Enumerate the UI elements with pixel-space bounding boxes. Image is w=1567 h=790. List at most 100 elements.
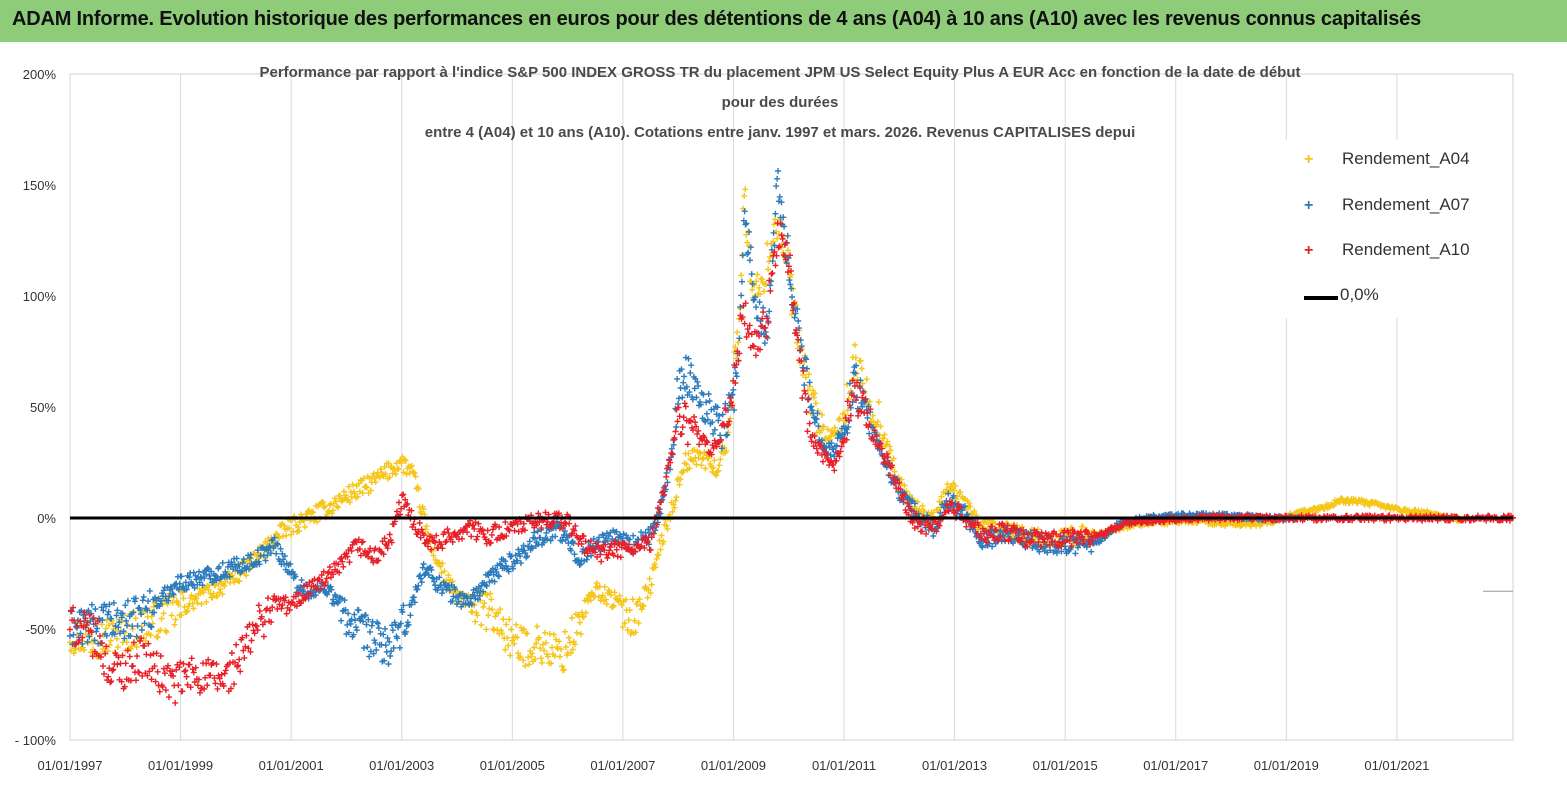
data-point [655,552,662,559]
data-point [729,391,736,398]
data-point [487,569,494,576]
data-point [813,445,820,452]
data-point [1075,544,1081,551]
x-tick-label: 01/01/2013 [922,758,987,773]
data-point [803,409,810,415]
data-point [745,330,752,337]
data-point [119,652,126,659]
data-point [544,518,551,525]
data-point [321,582,328,589]
data-point [414,586,421,593]
data-point [403,471,410,478]
data-point [685,450,692,457]
data-point [857,377,864,384]
data-point [1056,539,1063,546]
data-point [852,370,859,377]
data-point [266,543,273,550]
data-point [212,680,219,687]
data-point [1037,543,1044,550]
data-point [332,591,338,598]
data-point [240,556,247,563]
data-point [362,611,369,618]
data-point [561,666,567,673]
data-point [1033,542,1040,549]
data-point [874,418,881,425]
data-point [881,455,888,462]
data-point [404,500,411,507]
data-point [321,503,328,510]
data-point [711,437,718,444]
data-point [360,618,366,625]
data-point [1039,535,1046,542]
y-tick-label: 150% [23,178,57,193]
data-point [684,441,691,448]
data-point [243,572,250,579]
data-point [356,546,363,553]
data-point [1012,529,1019,536]
data-point [723,432,730,439]
data-point [92,649,99,656]
data-point [429,534,435,541]
y-tick-label: 0% [37,511,56,526]
data-point [681,373,688,380]
data-point [1066,537,1073,544]
data-point [773,183,780,190]
x-tick-label: 01/01/2009 [701,758,766,773]
data-point [500,616,507,623]
data-point [372,479,379,486]
x-tick-label: 01/01/2017 [1143,758,1208,773]
data-point [107,637,114,644]
data-point [379,472,386,479]
data-point [717,456,724,463]
data-point [216,563,223,570]
data-point [281,553,288,560]
data-point [510,565,516,572]
data-point [547,537,554,544]
data-point [820,423,827,430]
data-point [175,682,182,689]
data-point [408,462,415,469]
data-point [384,635,391,642]
data-point [542,509,549,516]
data-point [172,699,179,706]
data-point [173,666,180,673]
data-point [92,606,99,612]
data-point [1079,523,1086,530]
data-point [695,382,702,389]
data-point [358,539,365,546]
data-point [400,491,407,498]
data-point [392,471,399,478]
data-point [281,522,288,529]
data-point [517,653,524,660]
data-point [520,542,527,549]
data-point [335,561,342,568]
data-point [514,521,521,528]
data-point [794,306,801,313]
data-point [97,654,104,660]
data-point [103,603,109,610]
data-point [86,611,93,618]
data-point [228,650,235,656]
data-point [788,267,794,274]
data-point [767,288,774,294]
data-point [873,433,880,440]
data-point [108,615,115,622]
data-point [256,561,263,568]
data-point [209,594,216,601]
data-point [672,428,679,435]
data-point [715,417,722,424]
data-point [345,483,352,490]
data-point [670,501,677,508]
data-point [220,683,227,689]
data-point [525,654,532,661]
data-point [369,555,376,562]
data-point [859,380,866,387]
data-point [419,564,426,571]
data-point [727,395,734,402]
data-point [685,355,692,362]
data-point [617,554,624,561]
data-point [601,547,608,554]
data-point [716,412,723,419]
data-point [67,626,73,633]
data-point [602,596,609,603]
